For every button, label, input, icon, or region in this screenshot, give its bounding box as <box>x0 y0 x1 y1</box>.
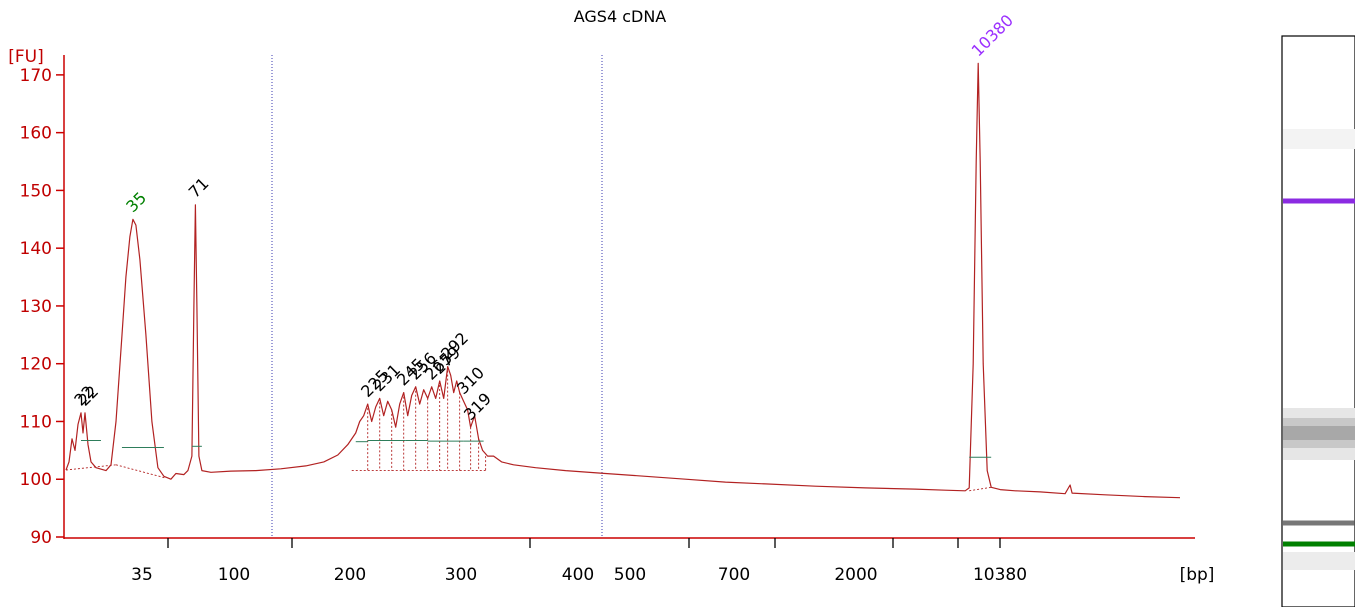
gel-faint-band <box>1283 129 1355 149</box>
axes: 90 100 110 120 130 140 150 160 170 35 100 200 300 400… <box>20 55 1195 585</box>
y-tick-label: 110 <box>20 412 52 432</box>
base-connector <box>65 464 117 471</box>
base-connector <box>969 486 992 492</box>
peak-label: 35 <box>122 188 150 216</box>
x-tick-label: 300 <box>445 565 477 585</box>
x-tick-label: 500 <box>614 565 646 585</box>
x-tick-label: 35 <box>131 565 153 585</box>
gel-lane-image <box>1281 35 1355 607</box>
chart-title: AGS4 cDNA <box>574 7 667 26</box>
trace-layer <box>65 62 1181 499</box>
y-axis-unit-label: [FU] <box>8 47 44 67</box>
gel-band <box>1283 541 1355 547</box>
gel-smear-core <box>1283 418 1355 448</box>
x-tick-label: 700 <box>718 565 750 585</box>
y-tick-label: 140 <box>20 239 52 259</box>
y-tick-label: 160 <box>20 124 52 144</box>
region-guides <box>271 55 603 537</box>
gel-band <box>1283 426 1355 440</box>
trace-line <box>65 62 1181 499</box>
y-tick-label: 170 <box>20 66 52 86</box>
gel-band <box>1283 520 1355 526</box>
gel-band <box>1283 198 1355 204</box>
y-tick-label: 150 <box>20 181 52 201</box>
x-axis-unit-label: [bp] <box>1180 565 1215 585</box>
x-tick-label: 2000 <box>834 565 877 585</box>
x-tick-label: 10380 <box>973 565 1027 585</box>
peak-label: 71 <box>185 174 213 202</box>
gel-faint-band <box>1283 552 1355 570</box>
base-connector <box>115 464 167 479</box>
x-tick-label: 100 <box>218 565 250 585</box>
x-tick-label: 200 <box>334 565 366 585</box>
y-tick-label: 90 <box>30 528 52 548</box>
y-tick-label: 100 <box>20 470 52 490</box>
x-tick-label: 400 <box>562 565 594 585</box>
y-tick-label: 130 <box>20 297 52 317</box>
peak-label: 10380 <box>968 11 1017 60</box>
y-tick-label: 120 <box>20 355 52 375</box>
